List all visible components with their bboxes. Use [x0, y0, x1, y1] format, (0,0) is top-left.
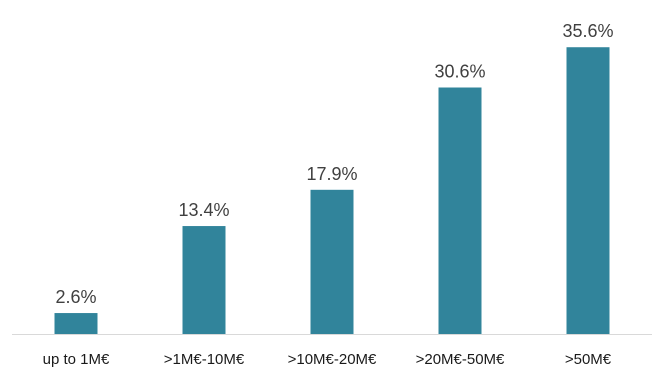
bar	[182, 226, 226, 334]
x-tick-label: up to 1M€	[43, 351, 110, 368]
x-tick-label: >50M€	[565, 351, 612, 368]
bar-value-label: 2.6%	[55, 287, 96, 307]
x-tick-label: >20M€-50M€	[416, 351, 505, 368]
x-tick-label: >1M€-10M€	[164, 351, 245, 368]
x-tick-label: >10M€-20M€	[288, 351, 377, 368]
bar-value-label: 35.6%	[562, 21, 613, 41]
bar-value-label: 13.4%	[178, 200, 229, 220]
bars-group	[54, 47, 610, 334]
bar	[54, 313, 98, 334]
bar-value-label: 30.6%	[434, 62, 485, 82]
bar	[566, 47, 610, 334]
value-labels-group: 2.6% 13.4% 17.9% 30.6% 35.6%	[55, 21, 613, 307]
bar-value-label: 17.9%	[306, 164, 357, 184]
bar	[438, 87, 482, 334]
category-labels-group: up to 1M€ >1M€-10M€ >10M€-20M€ >20M€-50M€ >5…	[43, 351, 612, 368]
bar	[310, 189, 354, 334]
